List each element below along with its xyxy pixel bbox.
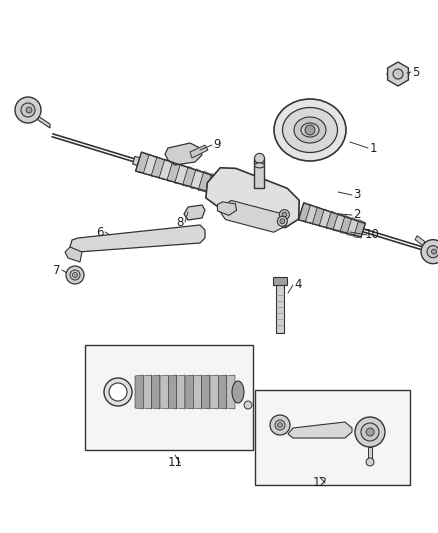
- Polygon shape: [201, 375, 210, 409]
- Circle shape: [366, 428, 374, 436]
- Circle shape: [366, 458, 374, 466]
- Polygon shape: [70, 225, 205, 252]
- Polygon shape: [190, 145, 208, 158]
- Polygon shape: [152, 375, 160, 409]
- Circle shape: [279, 209, 290, 220]
- Circle shape: [66, 266, 84, 284]
- Polygon shape: [175, 164, 188, 184]
- Polygon shape: [288, 422, 352, 438]
- Circle shape: [361, 423, 379, 441]
- Polygon shape: [319, 209, 331, 228]
- Circle shape: [254, 154, 265, 164]
- Text: 2: 2: [353, 208, 361, 222]
- Polygon shape: [184, 205, 205, 220]
- Polygon shape: [227, 375, 235, 409]
- Circle shape: [421, 240, 438, 264]
- Polygon shape: [191, 169, 204, 189]
- Circle shape: [280, 219, 285, 224]
- Polygon shape: [312, 207, 324, 225]
- Polygon shape: [183, 166, 196, 187]
- Polygon shape: [217, 202, 237, 215]
- Polygon shape: [305, 205, 317, 223]
- Polygon shape: [160, 375, 168, 409]
- Ellipse shape: [294, 117, 326, 143]
- Polygon shape: [136, 152, 149, 173]
- Text: 12: 12: [312, 477, 328, 489]
- Circle shape: [73, 272, 78, 278]
- Circle shape: [244, 401, 252, 409]
- Text: 7: 7: [53, 263, 61, 277]
- Polygon shape: [133, 156, 145, 167]
- Polygon shape: [165, 143, 202, 165]
- FancyBboxPatch shape: [85, 345, 253, 450]
- Polygon shape: [276, 285, 284, 333]
- Text: 5: 5: [412, 66, 420, 78]
- Text: 4: 4: [294, 279, 302, 292]
- Circle shape: [282, 212, 287, 217]
- Polygon shape: [159, 159, 173, 180]
- Polygon shape: [185, 375, 193, 409]
- Circle shape: [431, 249, 437, 254]
- Circle shape: [15, 97, 41, 123]
- Ellipse shape: [387, 70, 409, 78]
- Text: 1: 1: [369, 141, 377, 155]
- Text: 9: 9: [213, 139, 221, 151]
- Circle shape: [427, 246, 438, 257]
- Polygon shape: [198, 171, 212, 192]
- Polygon shape: [298, 203, 310, 221]
- Circle shape: [275, 420, 285, 430]
- Text: 10: 10: [364, 229, 379, 241]
- Polygon shape: [177, 375, 185, 409]
- Polygon shape: [340, 215, 352, 234]
- Polygon shape: [326, 211, 338, 230]
- Text: 8: 8: [177, 215, 184, 229]
- Polygon shape: [415, 236, 425, 246]
- Circle shape: [393, 69, 403, 79]
- Text: 11: 11: [167, 456, 183, 470]
- Polygon shape: [143, 155, 157, 175]
- Polygon shape: [368, 447, 372, 460]
- Ellipse shape: [232, 381, 244, 403]
- Polygon shape: [218, 375, 227, 409]
- Circle shape: [70, 270, 80, 280]
- Polygon shape: [143, 375, 152, 409]
- Polygon shape: [206, 168, 299, 228]
- Polygon shape: [254, 158, 265, 188]
- Circle shape: [278, 423, 283, 427]
- Ellipse shape: [283, 108, 338, 152]
- Polygon shape: [193, 375, 201, 409]
- Text: 6: 6: [96, 225, 104, 238]
- Circle shape: [355, 417, 385, 447]
- Circle shape: [109, 383, 127, 401]
- Circle shape: [277, 216, 287, 227]
- Polygon shape: [333, 213, 345, 232]
- Polygon shape: [206, 174, 219, 194]
- Polygon shape: [388, 62, 408, 86]
- Circle shape: [26, 107, 32, 113]
- Polygon shape: [354, 220, 366, 238]
- Ellipse shape: [301, 123, 319, 137]
- Polygon shape: [218, 200, 286, 232]
- Polygon shape: [168, 375, 177, 409]
- Polygon shape: [347, 217, 359, 236]
- Circle shape: [305, 125, 315, 135]
- Polygon shape: [214, 176, 227, 197]
- Polygon shape: [151, 157, 165, 177]
- Circle shape: [104, 378, 132, 406]
- Polygon shape: [65, 247, 82, 262]
- Polygon shape: [273, 277, 287, 285]
- Polygon shape: [210, 375, 218, 409]
- Text: 3: 3: [353, 189, 360, 201]
- Ellipse shape: [274, 99, 346, 161]
- Polygon shape: [135, 375, 143, 409]
- FancyBboxPatch shape: [255, 390, 410, 485]
- Polygon shape: [38, 116, 50, 128]
- Circle shape: [21, 103, 35, 117]
- Circle shape: [270, 415, 290, 435]
- Polygon shape: [167, 161, 180, 182]
- Ellipse shape: [254, 163, 265, 168]
